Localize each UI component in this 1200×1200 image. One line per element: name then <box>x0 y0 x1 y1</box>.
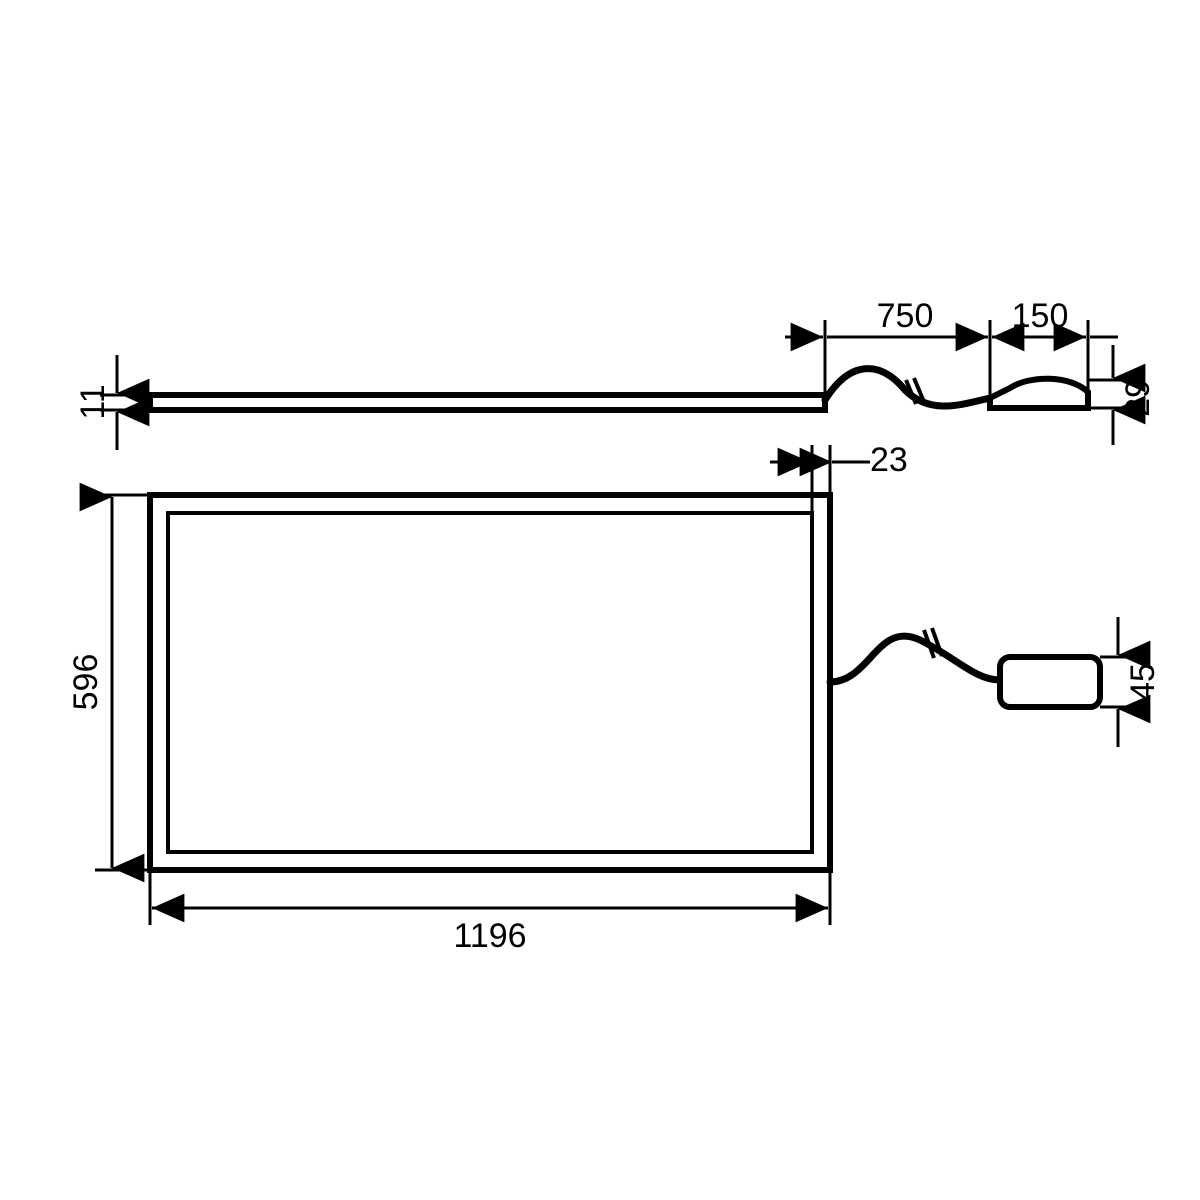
side-view <box>150 369 1088 410</box>
dim-cable-length: 750 <box>877 297 934 335</box>
front-cable <box>830 636 1000 682</box>
front-view <box>150 495 1100 870</box>
dim-driver-length: 150 <box>1012 297 1069 335</box>
technical-drawing: 11 750 150 29 <box>0 0 1200 1200</box>
side-driver <box>990 379 1088 408</box>
dim-panel-thickness: 11 <box>74 384 112 419</box>
dim-panel-width: 1196 <box>453 917 526 955</box>
panel-outer <box>150 495 830 870</box>
dim-driver-height: 29 <box>1119 379 1157 417</box>
dim-panel-height: 596 <box>67 654 105 711</box>
side-dimensions: 11 750 150 29 <box>74 297 1157 450</box>
panel-inner <box>168 513 812 852</box>
panel-side-profile <box>150 395 825 410</box>
dim-driver-box-height: 45 <box>1124 663 1162 701</box>
driver-box <box>1000 657 1100 707</box>
dim-frame-width: 23 <box>870 441 908 479</box>
